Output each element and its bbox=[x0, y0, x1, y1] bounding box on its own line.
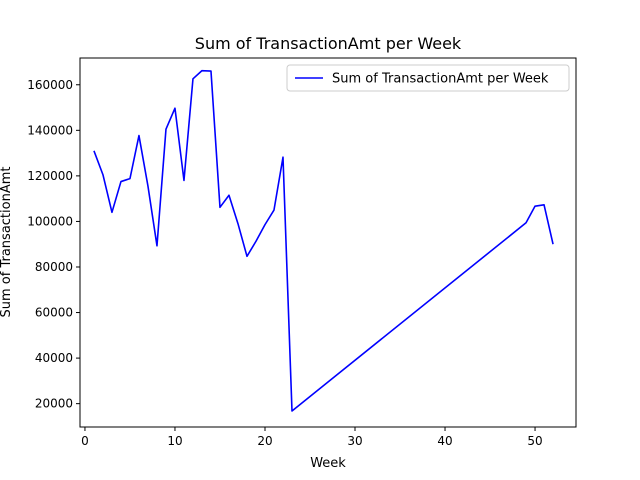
y-tick-label: 40000 bbox=[35, 351, 73, 365]
y-axis-label: Sum of TransactionAmt bbox=[0, 167, 14, 318]
y-tick-label: 100000 bbox=[27, 214, 73, 228]
y-tick-label: 80000 bbox=[35, 260, 73, 274]
chart-title: Sum of TransactionAmt per Week bbox=[195, 34, 462, 53]
y-tick-label: 20000 bbox=[35, 397, 73, 411]
axis-ticks: 0 10 20 30 40 50 20000 40000 60000 80000 100000 120… bbox=[27, 78, 542, 448]
series-line-0 bbox=[93, 69, 554, 412]
x-tick-label: 20 bbox=[257, 434, 272, 448]
legend-box bbox=[286, 64, 570, 92]
legend-entry-label: Sum of TransactionAmt per Week bbox=[332, 72, 549, 87]
x-tick-label: 30 bbox=[347, 434, 362, 448]
axes-frame bbox=[79, 57, 577, 428]
legend: Sum of TransactionAmt per Week bbox=[286, 64, 570, 92]
x-tick-label: 10 bbox=[167, 434, 182, 448]
y-tick-label: 120000 bbox=[27, 169, 73, 183]
plot-area bbox=[93, 69, 554, 412]
x-axis-label: Week bbox=[310, 456, 346, 471]
x-tick-label: 50 bbox=[527, 434, 542, 448]
y-tick-label: 140000 bbox=[27, 123, 73, 137]
x-tick-label: 40 bbox=[437, 434, 452, 448]
y-tick-label: 160000 bbox=[27, 78, 73, 92]
y-tick-label: 60000 bbox=[35, 306, 73, 320]
x-tick-label: 0 bbox=[81, 434, 89, 448]
